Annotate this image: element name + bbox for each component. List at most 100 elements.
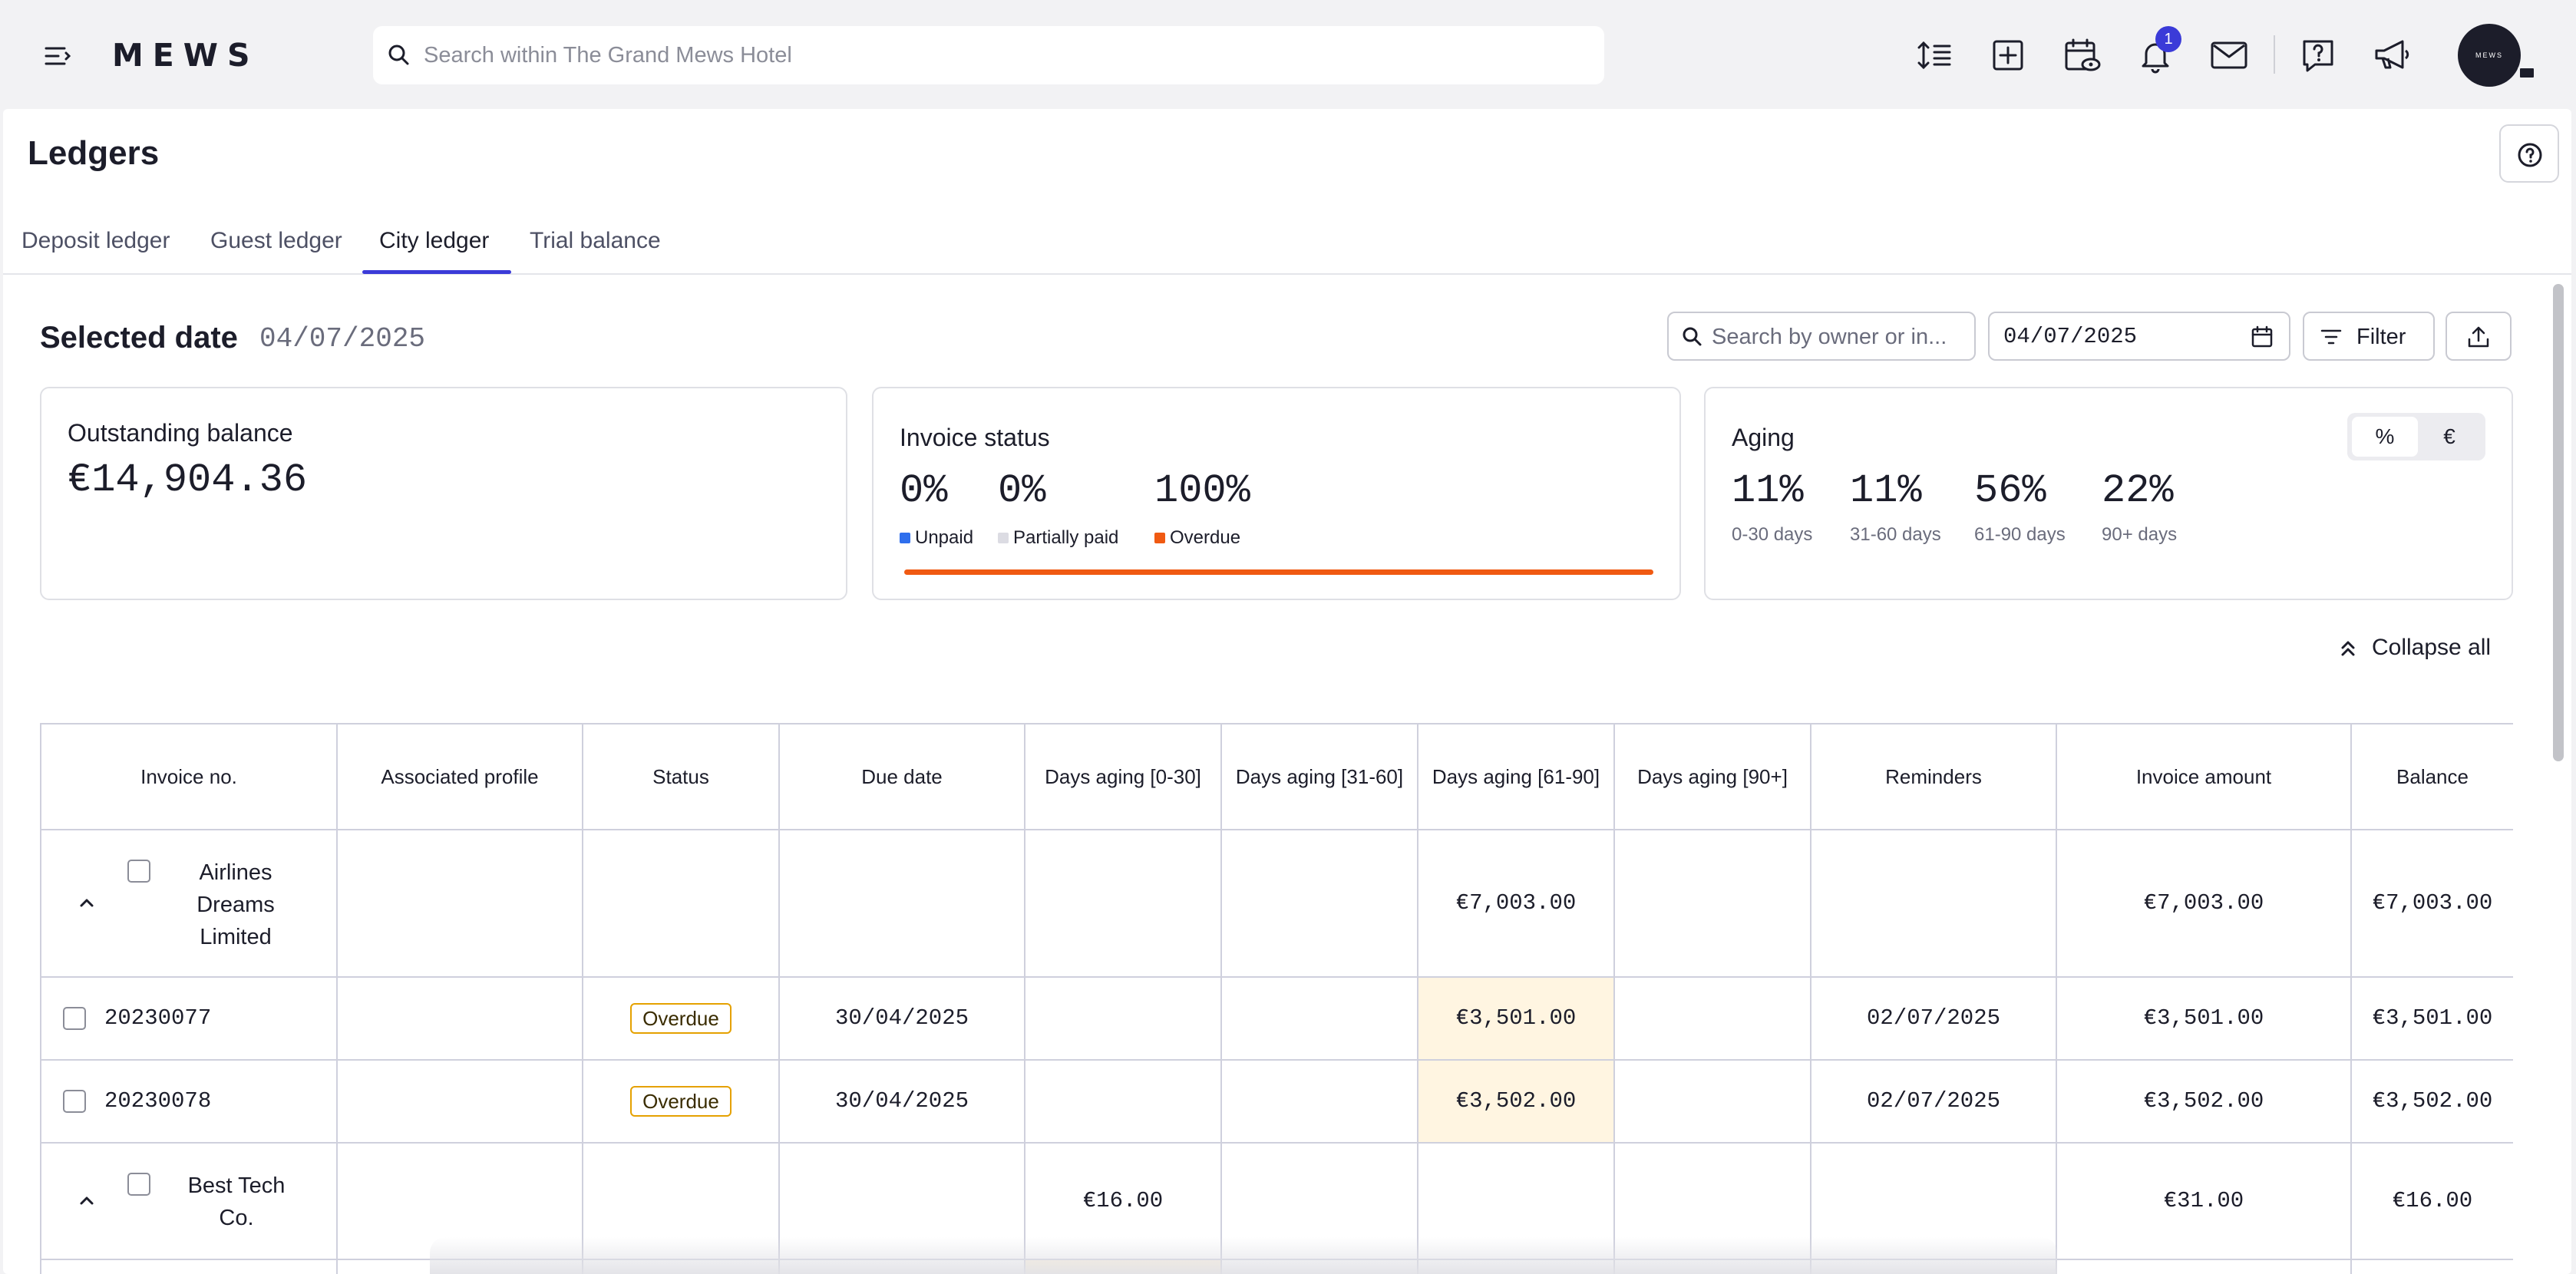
row-aging-31-60 bbox=[1222, 978, 1418, 1061]
header-days-aging-31-60[interactable]: Days aging [31-60] bbox=[1222, 724, 1418, 830]
header-status[interactable]: Status bbox=[583, 724, 780, 830]
collapse-all-label: Collapse all bbox=[2372, 635, 2492, 660]
group-checkbox[interactable] bbox=[127, 860, 150, 883]
ledger-tabs: Deposit ledger Guest ledger City ledger … bbox=[3, 207, 2571, 275]
row-balance: €3,502.00 bbox=[2352, 1061, 2513, 1144]
filter-button[interactable]: Filter bbox=[2303, 312, 2435, 361]
header-associated-profile[interactable]: Associated profile bbox=[338, 724, 583, 830]
invoice-number[interactable]: 20230077 bbox=[104, 1005, 212, 1031]
calendar-eye-icon[interactable] bbox=[2062, 35, 2102, 75]
user-avatar[interactable]: MEWS bbox=[2458, 24, 2521, 87]
group-name: Best Tech Co. bbox=[187, 1173, 286, 1230]
top-bar: MEWS Search within The Grand Mews Hotel … bbox=[0, 0, 2576, 109]
megaphone-icon[interactable] bbox=[2372, 35, 2412, 75]
notification-badge: 1 bbox=[2155, 26, 2181, 52]
help-chat-icon[interactable] bbox=[2298, 35, 2338, 75]
invoice-status-bar bbox=[904, 569, 1653, 575]
owner-invoice-search-placeholder: Search by owner or in... bbox=[1712, 325, 1947, 349]
row-invoice-amount: €3,502.00 bbox=[2057, 1061, 2352, 1144]
add-square-icon[interactable] bbox=[1988, 35, 2028, 75]
tab-guest-ledger[interactable]: Guest ledger bbox=[210, 228, 342, 253]
header-balance[interactable]: Balance bbox=[2352, 724, 2513, 830]
row-aging-90-plus bbox=[1615, 1061, 1811, 1144]
row-aging-61-90: €3,501.00 bbox=[1418, 978, 1615, 1061]
outstanding-balance-value: €14,904.36 bbox=[68, 457, 308, 503]
row-checkbox[interactable] bbox=[63, 1090, 86, 1113]
date-picker-value: 04/07/2025 bbox=[2003, 324, 2138, 349]
row-status-cell: Overdue bbox=[583, 1061, 780, 1144]
table-row: 20230078 bbox=[41, 1061, 338, 1144]
topbar-separator bbox=[2274, 35, 2275, 74]
group-balance: €16.00 bbox=[2352, 1144, 2513, 1260]
export-button[interactable] bbox=[2446, 312, 2512, 361]
aging-31-60-value: 11% bbox=[1850, 468, 1922, 513]
owner-invoice-search-input[interactable]: Search by owner or in... bbox=[1667, 312, 1976, 361]
mews-logo[interactable]: MEWS bbox=[112, 37, 259, 74]
line-height-icon[interactable] bbox=[1914, 35, 1954, 75]
city-ledger-table: Invoice no. Associated profile Status Du… bbox=[40, 723, 2513, 1274]
row-reminders: 02/07/2025 bbox=[1811, 978, 2057, 1061]
menu-icon[interactable] bbox=[43, 41, 74, 71]
group-row-airlines-dreams: Airlines Dreams Limited bbox=[41, 830, 338, 978]
partially-paid-legend: Partially paid bbox=[998, 526, 1118, 550]
row-status-cell: Overdue bbox=[583, 978, 780, 1061]
page-title: Ledgers bbox=[28, 134, 160, 172]
group-aging-0-30 bbox=[1025, 830, 1222, 978]
row-aging-0-30 bbox=[1025, 1061, 1222, 1144]
global-search-input[interactable]: Search within The Grand Mews Hotel bbox=[373, 26, 1604, 84]
group-aging-90-plus bbox=[1615, 830, 1811, 978]
aging-card: Aging % € 11% 11% 56% 22% 0-30 days 31-6… bbox=[1704, 387, 2513, 600]
header-days-aging-90-plus[interactable]: Days aging [90+] bbox=[1615, 724, 1811, 830]
tab-deposit-ledger[interactable]: Deposit ledger bbox=[21, 228, 170, 253]
header-days-aging-0-30[interactable]: Days aging [0-30] bbox=[1025, 724, 1222, 830]
header-invoice-no[interactable]: Invoice no. bbox=[41, 724, 338, 830]
search-icon bbox=[388, 45, 409, 65]
selected-date-label: Selected date bbox=[40, 321, 238, 355]
group-reminders-cell bbox=[1811, 830, 2057, 978]
tab-trial-balance[interactable]: Trial balance bbox=[530, 228, 661, 253]
chevron-up-icon[interactable] bbox=[77, 1191, 97, 1211]
row-aging-61-90: €3,502.00 bbox=[1418, 1061, 1615, 1144]
date-picker-input[interactable]: 04/07/2025 bbox=[1988, 312, 2290, 361]
toggle-percent[interactable]: % bbox=[2352, 417, 2418, 457]
help-button[interactable] bbox=[2499, 124, 2559, 183]
aging-unit-toggle: % € bbox=[2347, 413, 2485, 460]
overdue-percent: 100% bbox=[1154, 468, 1250, 513]
global-search-placeholder: Search within The Grand Mews Hotel bbox=[424, 43, 792, 68]
vertical-scrollbar[interactable] bbox=[2553, 284, 2564, 761]
tab-city-ledger[interactable]: City ledger bbox=[379, 228, 490, 253]
partially-paid-percent: 0% bbox=[998, 468, 1046, 513]
group-profile-cell bbox=[338, 830, 583, 978]
aging-61-90-label: 61-90 days bbox=[1974, 524, 2066, 545]
row-profile bbox=[338, 1061, 583, 1144]
table-row-partial bbox=[2352, 1260, 2513, 1274]
unpaid-legend: Unpaid bbox=[900, 526, 973, 550]
invoice-number[interactable]: 20230078 bbox=[104, 1088, 212, 1114]
aging-0-30-value: 11% bbox=[1732, 468, 1804, 513]
row-checkbox[interactable] bbox=[63, 1007, 86, 1030]
chevron-up-icon[interactable] bbox=[77, 893, 97, 913]
row-invoice-amount: €3,501.00 bbox=[2057, 978, 2352, 1061]
mail-icon[interactable] bbox=[2209, 35, 2249, 75]
unpaid-percent: 0% bbox=[900, 468, 948, 513]
partially-paid-swatch bbox=[998, 533, 1009, 543]
header-due-date[interactable]: Due date bbox=[780, 724, 1025, 830]
table-row-partial bbox=[41, 1260, 338, 1274]
toggle-euro[interactable]: € bbox=[2443, 424, 2455, 448]
header-reminders[interactable]: Reminders bbox=[1811, 724, 2057, 830]
row-reminders: 02/07/2025 bbox=[1811, 1061, 2057, 1144]
group-aging-31-60 bbox=[1222, 830, 1418, 978]
filter-label: Filter bbox=[2356, 325, 2406, 349]
group-name: Airlines Dreams Limited bbox=[197, 860, 275, 949]
unpaid-label: Unpaid bbox=[915, 527, 974, 548]
group-checkbox[interactable] bbox=[127, 1173, 150, 1196]
header-invoice-amount[interactable]: Invoice amount bbox=[2057, 724, 2352, 830]
header-days-aging-61-90[interactable]: Days aging [61-90] bbox=[1418, 724, 1615, 830]
bottom-toolbar-shadow bbox=[430, 1237, 2057, 1274]
row-aging-90-plus bbox=[1615, 978, 1811, 1061]
row-aging-0-30 bbox=[1025, 978, 1222, 1061]
calendar-icon bbox=[2251, 325, 2273, 348]
question-circle-icon bbox=[2518, 143, 2542, 167]
aging-title: Aging bbox=[1732, 424, 1795, 451]
double-chevron-up-icon bbox=[2341, 641, 2355, 656]
